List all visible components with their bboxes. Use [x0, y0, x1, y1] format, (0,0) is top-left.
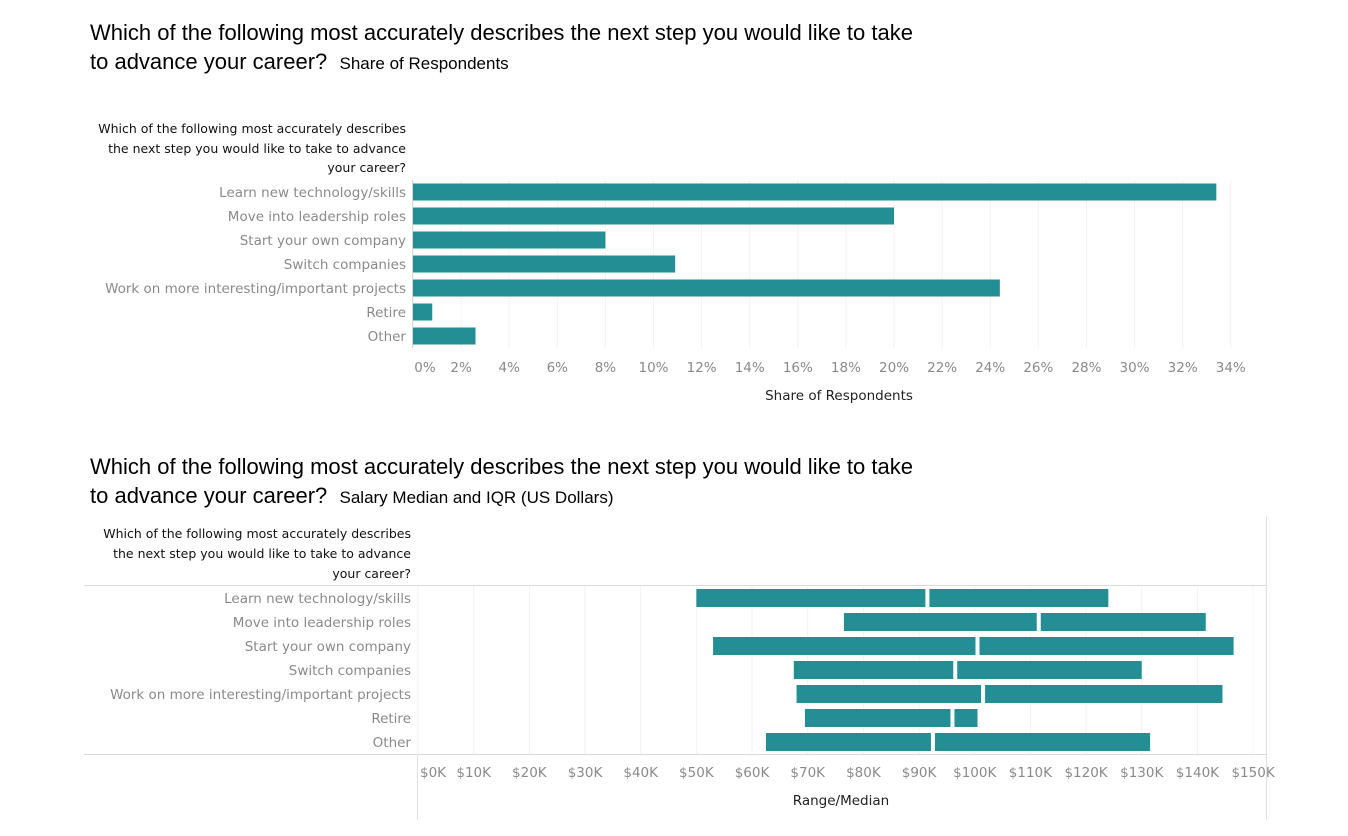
chart1-x-axis-label: Share of Respondents	[765, 388, 913, 404]
chart2-tick-label: $130K	[1120, 765, 1164, 781]
chart2-tick-label: $60K	[735, 765, 771, 781]
chart1-category-label: Other	[368, 329, 407, 345]
chart1-subtitle: Share of Respondents	[339, 54, 509, 73]
chart1-title-line2: to advance your career?	[90, 49, 328, 74]
chart2-category-label: Move into leadership roles	[233, 615, 411, 631]
chart1-tick-label: 26%	[1023, 360, 1053, 376]
chart1-category-label: Start your own company	[240, 233, 406, 249]
chart2-x-axis-label: Range/Median	[793, 793, 889, 809]
chart1-tick-label: 10%	[639, 360, 669, 376]
chart1-tick-label: 8%	[595, 360, 617, 376]
chart2-tick-label: $10K	[456, 765, 492, 781]
chart2-iqr-upper-bar	[934, 733, 1151, 751]
chart2-category-label: Switch companies	[289, 663, 411, 679]
chart1-bar	[413, 231, 606, 249]
chart2-iqr-lower-bar	[713, 637, 976, 655]
chart2-category-header: Which of the following most accurately d…	[103, 526, 411, 581]
chart2-title: Which of the following most accurately d…	[90, 452, 1050, 512]
chart2-tick-label: $30K	[568, 765, 604, 781]
chart1-tick-label: 12%	[687, 360, 717, 376]
chart1-bar	[413, 303, 433, 321]
chart1-tick-label: 34%	[1216, 360, 1246, 376]
chart2-iqr-lower-bar	[765, 733, 931, 751]
chart1-tick-label: 14%	[735, 360, 765, 376]
chart1-tick-label: 24%	[975, 360, 1005, 376]
chart1-category-label: Work on more interesting/important proje…	[105, 281, 406, 297]
chart1-category-label: Switch companies	[284, 257, 406, 273]
chart2-tick-label: $120K	[1064, 765, 1108, 781]
chart1-tick-label: 6%	[547, 360, 569, 376]
chart2-tick-label: $100K	[953, 765, 997, 781]
chart2-iqr-upper-bar	[1040, 613, 1206, 631]
chart2-tick-label: $20K	[512, 765, 548, 781]
chart2-tick-label: $110K	[1009, 765, 1053, 781]
chart2-tick-label: $50K	[679, 765, 715, 781]
chart1-bar	[413, 327, 476, 345]
chart2-iqr-lower-bar	[804, 709, 951, 727]
chart2-iqr-lower-bar	[696, 589, 926, 607]
chart1-tick-label: 22%	[927, 360, 957, 376]
chart1-bar	[413, 255, 676, 273]
chart1-title-line1: Which of the following most accurately d…	[90, 20, 913, 45]
chart1-tick-label: 4%	[498, 360, 520, 376]
chart1-bar	[413, 279, 1000, 297]
chart2-tick-label: $40K	[623, 765, 659, 781]
chart2-category-label: Learn new technology/skills	[224, 591, 411, 607]
chart2-title-line2: to advance your career?	[90, 483, 328, 508]
chart2-tick-label: $90K	[902, 765, 938, 781]
chart1-tick-label: 16%	[783, 360, 813, 376]
chart1-tick-label: 0%	[414, 360, 436, 376]
chart2-iqr-lower-bar	[843, 613, 1037, 631]
chart2-category-label: Start your own company	[245, 639, 411, 655]
chart1-tick-label: 18%	[831, 360, 861, 376]
chart1-category-label: Learn new technology/skills	[219, 185, 406, 201]
chart2-iqr-upper-bar	[979, 637, 1234, 655]
chart2-tick-label: $150K	[1231, 765, 1275, 781]
chart1-bar	[413, 183, 1217, 201]
chart2-category-label: Other	[373, 735, 412, 751]
chart1-tick-label: 30%	[1120, 360, 1150, 376]
chart2-category-label: Work on more interesting/important proje…	[110, 687, 411, 703]
chart1-tick-label: 32%	[1168, 360, 1198, 376]
chart2-tick-label: $70K	[790, 765, 826, 781]
chart1-category-label: Retire	[366, 305, 406, 321]
chart2-iqr-lower-bar	[793, 661, 954, 679]
chart1-tick-label: 2%	[450, 360, 472, 376]
chart2-subtitle: Salary Median and IQR (US Dollars)	[339, 488, 614, 507]
chart2-tick-label: $80K	[846, 765, 882, 781]
chart2-iqr-upper-bar	[985, 685, 1223, 703]
chart2-tick-label: $0K	[420, 765, 447, 781]
chart1-tick-label: 20%	[879, 360, 909, 376]
chart2-title-line1: Which of the following most accurately d…	[90, 454, 913, 479]
chart1-tick-label: 28%	[1071, 360, 1101, 376]
chart1-bar	[413, 207, 895, 225]
chart2-iqr-upper-bar	[957, 661, 1142, 679]
chart2-iqr-lower-bar	[796, 685, 982, 703]
chart2-iqr-upper-bar	[929, 589, 1109, 607]
chart2-iqr-upper-bar	[954, 709, 978, 727]
chart1-title: Which of the following most accurately d…	[90, 18, 1050, 78]
chart1-category-header: Which of the following most accurately d…	[98, 121, 406, 175]
chart2-tick-label: $140K	[1176, 765, 1220, 781]
chart2-category-label: Retire	[371, 711, 411, 727]
chart1-category-label: Move into leadership roles	[228, 209, 406, 225]
